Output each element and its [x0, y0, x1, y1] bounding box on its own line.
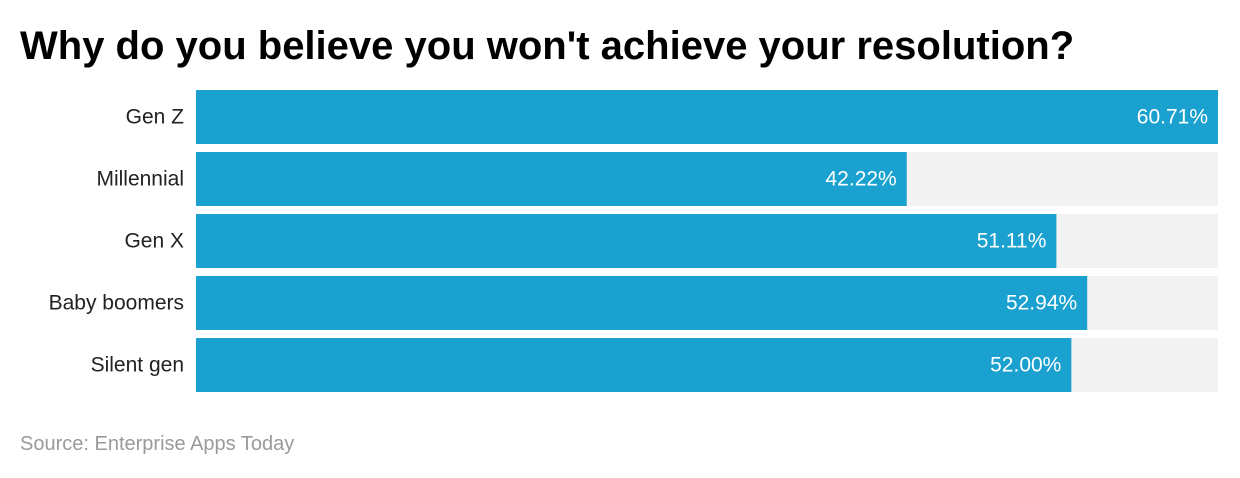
bar: [196, 276, 1088, 330]
bar: [196, 214, 1057, 268]
value-label: 52.00%: [990, 354, 1061, 377]
category-label: Gen Z: [126, 106, 185, 129]
value-label: 52.94%: [1006, 292, 1077, 315]
value-label: 60.71%: [1137, 106, 1208, 129]
bar: [196, 90, 1218, 144]
bar: [196, 338, 1072, 392]
category-label: Silent gen: [91, 354, 184, 377]
bar: [196, 152, 907, 206]
value-label: 51.11%: [977, 230, 1047, 253]
source-note: Source: Enterprise Apps Today: [20, 433, 295, 455]
chart-title: Why do you believe you won't achieve you…: [20, 24, 1075, 68]
category-label: Baby boomers: [49, 292, 184, 315]
value-label: 42.22%: [826, 168, 897, 191]
category-label: Millennial: [96, 168, 184, 191]
category-label: Gen X: [124, 230, 184, 253]
